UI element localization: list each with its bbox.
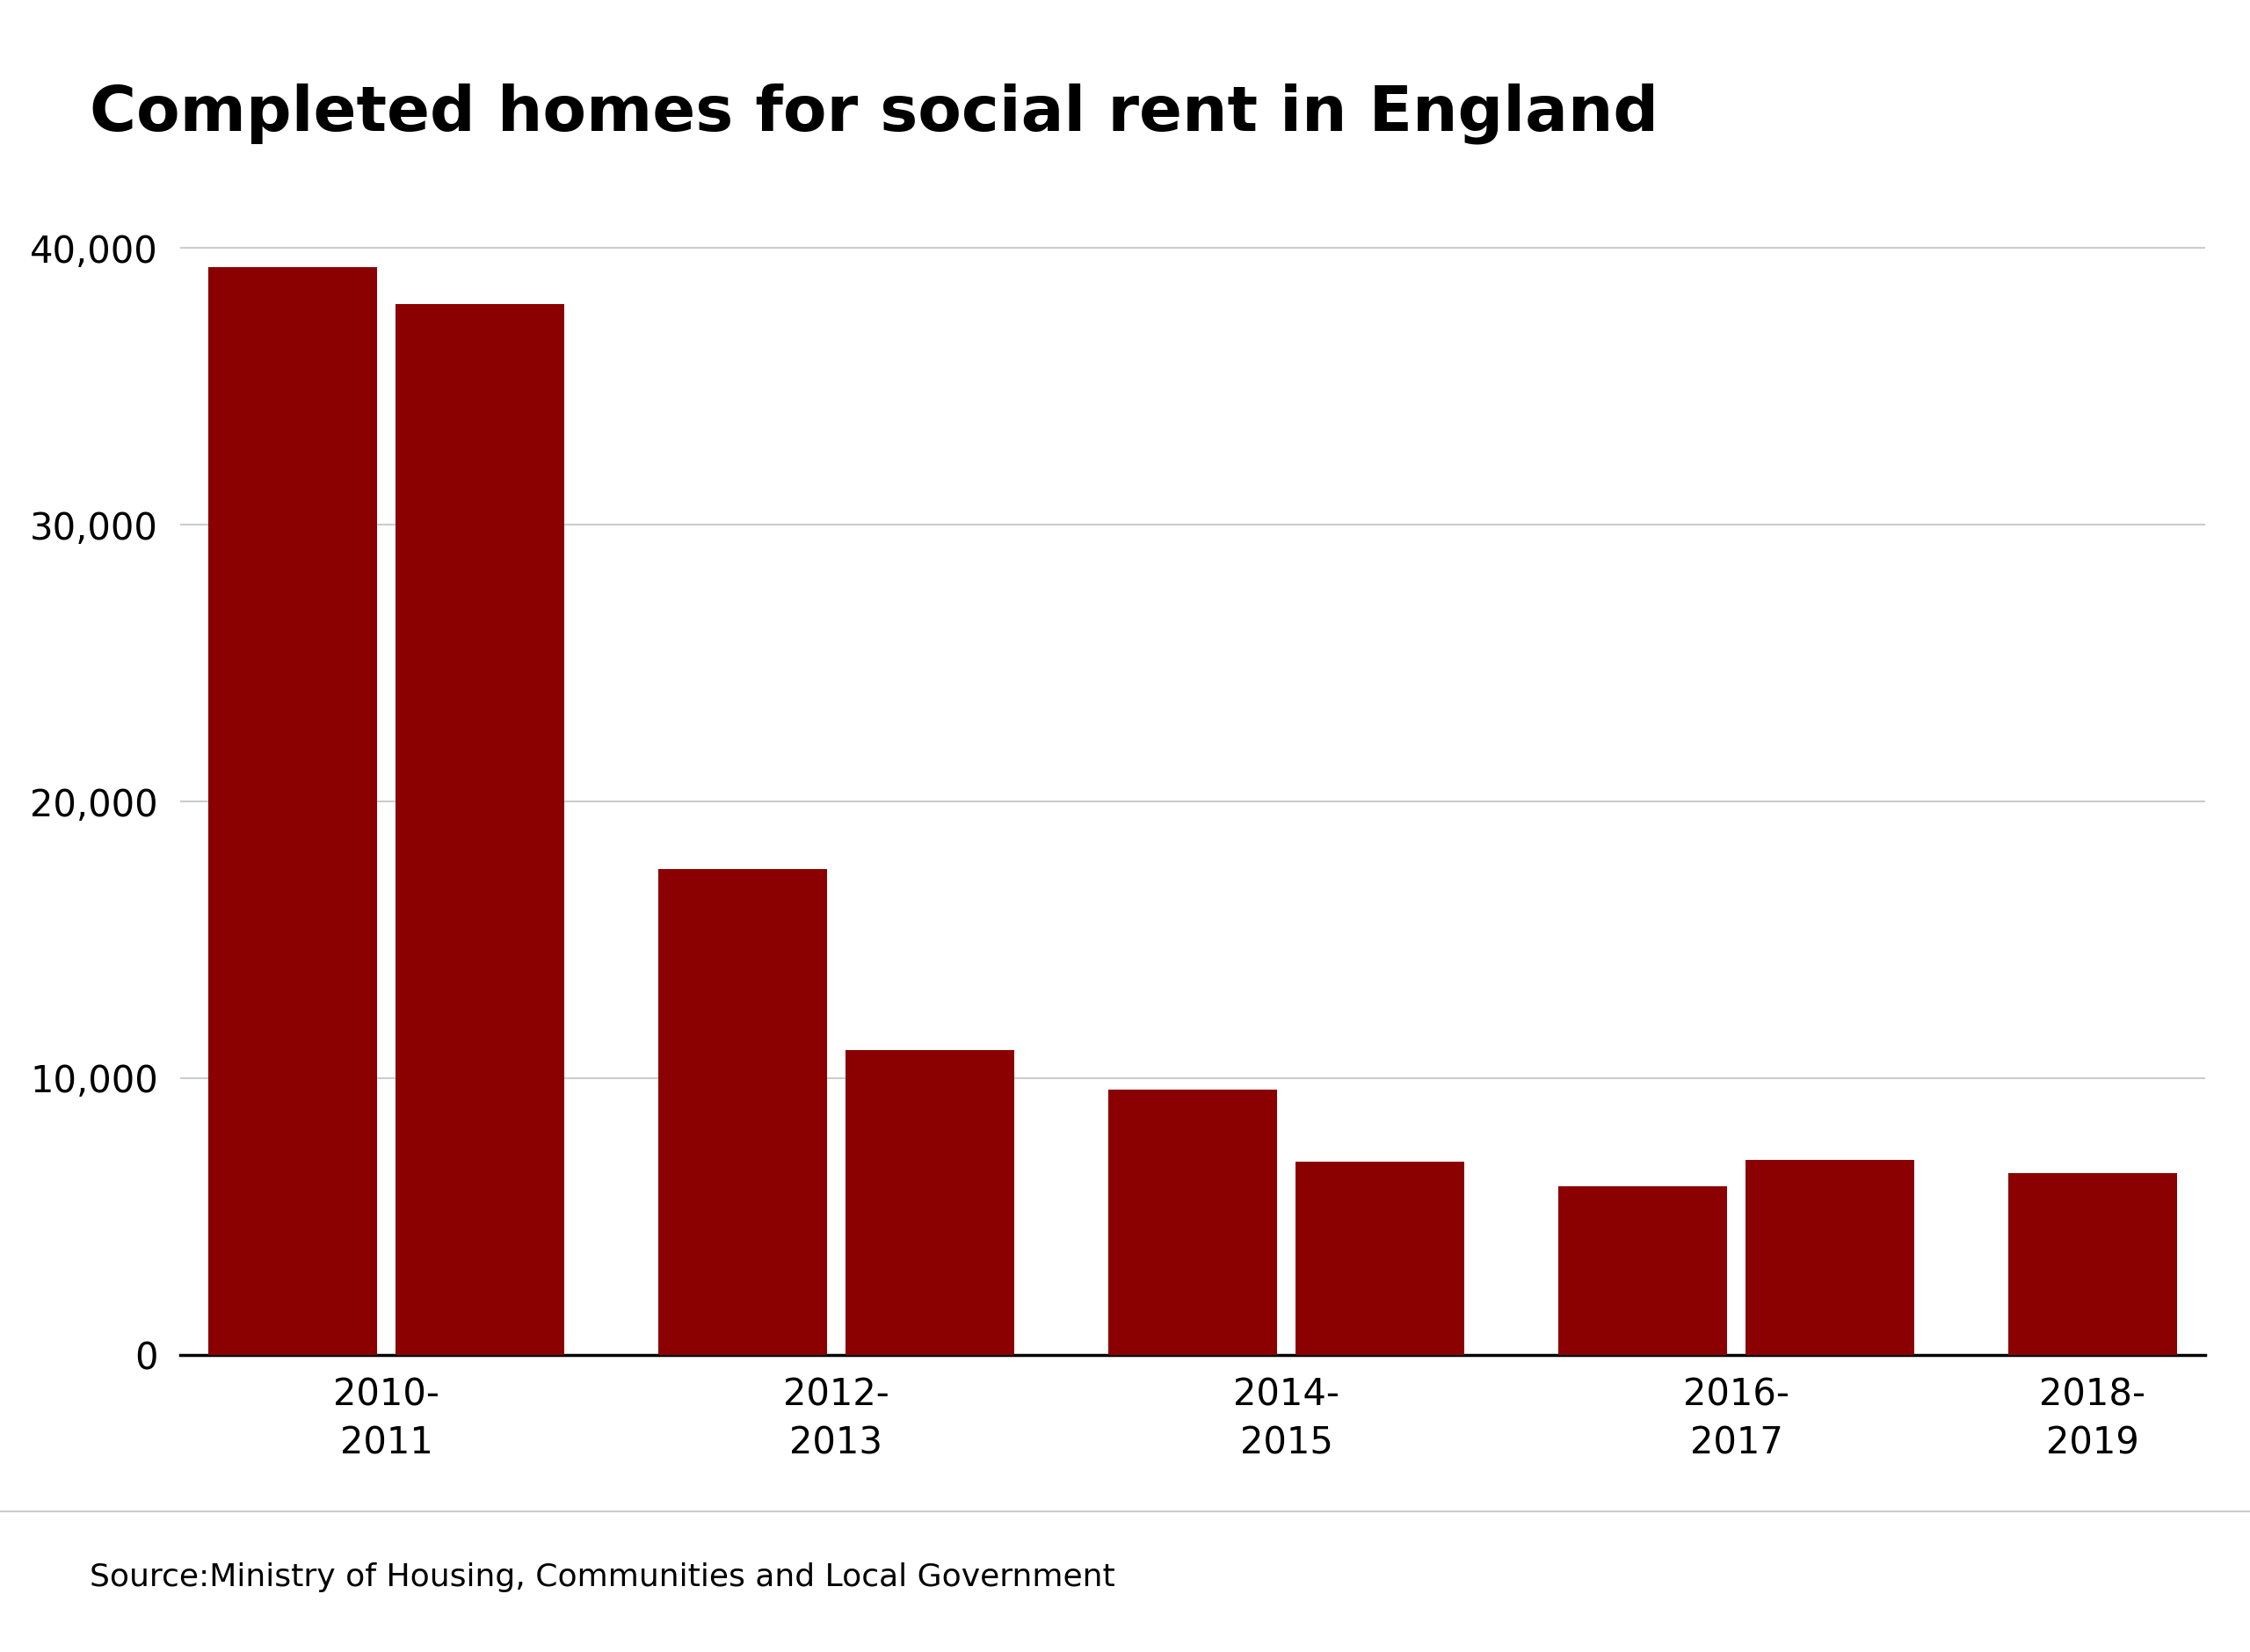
- Bar: [1107, 1089, 1278, 1355]
- Bar: [209, 268, 378, 1355]
- Text: Source:Ministry of Housing, Communities and Local Government: Source:Ministry of Housing, Communities …: [90, 1563, 1116, 1593]
- Text: BBC: BBC: [2025, 1561, 2104, 1594]
- Bar: [1557, 1186, 1728, 1355]
- Bar: [1746, 1160, 1915, 1355]
- Text: Completed homes for social rent in England: Completed homes for social rent in Engla…: [90, 83, 1658, 144]
- Bar: [657, 869, 828, 1355]
- Bar: [1296, 1161, 1465, 1355]
- Bar: [396, 304, 565, 1355]
- Bar: [2009, 1173, 2178, 1355]
- Bar: [846, 1049, 1015, 1355]
